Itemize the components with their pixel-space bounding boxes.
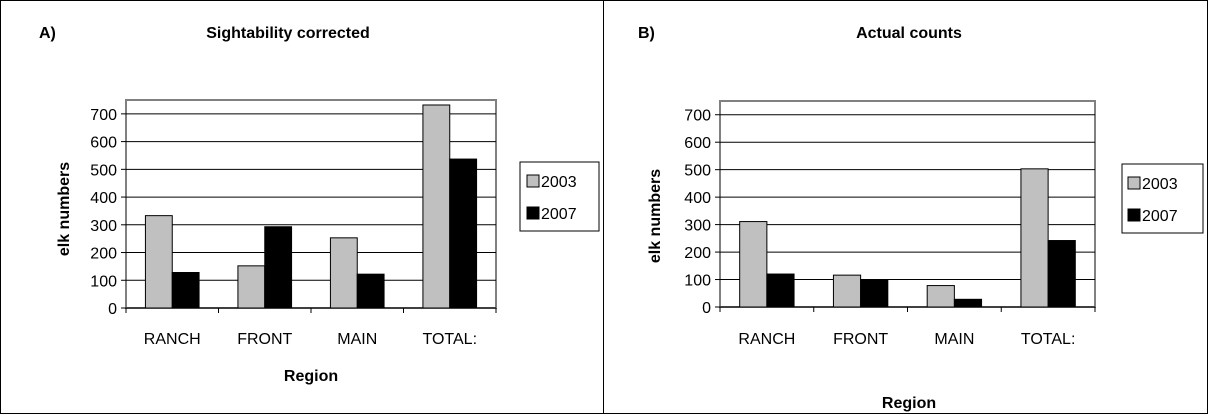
x-axis-title-b: Region (882, 395, 936, 412)
y-tick-label-a: 700 (90, 107, 117, 124)
y-axis-title-a: elk numbers (56, 162, 73, 256)
bar-2003-total-b (1020, 168, 1049, 308)
chart-a: A) Sightability corrected elk numbers Re… (39, 25, 600, 385)
bar-2003-total-a (422, 104, 451, 309)
y-tick-label-b: 700 (684, 108, 711, 125)
legend-label-2007-b: 2007 (1142, 208, 1178, 225)
bar-2007-total-b (1047, 240, 1076, 308)
y-tick-label-b: 500 (684, 163, 711, 180)
bar-2003-front-b (832, 274, 862, 308)
panel-letter-b: B) (638, 25, 655, 42)
plot-area-b: 0 100 200 300 400 500 600 700 RANCH FRONT MAIN TOTA… (684, 100, 1096, 348)
legend-swatch-2007-a (526, 206, 540, 220)
chart-title-a: Sightability corrected (206, 25, 370, 42)
x-category-label-a: MAIN (337, 331, 377, 348)
bar-2003-main-b (926, 285, 955, 308)
y-tick-label-b: 400 (684, 190, 711, 207)
x-axis-title-a: Region (284, 368, 338, 385)
bar-2003-front-a (237, 265, 266, 309)
bar-2003-ranch-a (144, 215, 173, 309)
bar-2007-ranch-b (766, 273, 795, 308)
y-tick-label-a: 200 (90, 246, 117, 263)
legend-label-2003-b: 2003 (1142, 176, 1178, 193)
y-tick-label-b: 200 (684, 245, 711, 262)
legend-b: 2003 2007 (1121, 163, 1204, 234)
legend-label-2007-a: 2007 (541, 206, 577, 223)
legend-a: 2003 2007 (519, 161, 600, 232)
bar-2003-main-a (329, 237, 358, 309)
y-tick-label-a: 0 (108, 301, 117, 318)
x-category-label-a: RANCH (144, 331, 201, 348)
y-tick-label-b: 100 (684, 273, 711, 290)
x-category-label-b: MAIN (934, 331, 974, 348)
y-tick-label-b: 600 (684, 135, 711, 152)
panel-b: B) Actual counts elk numbers Region 0 100… (603, 0, 1208, 414)
panel-a: A) Sightability corrected elk numbers Re… (0, 0, 604, 414)
legend-swatch-2007-b (1127, 208, 1141, 222)
bar-2007-total-a (449, 158, 478, 309)
chart-title-b: Actual counts (856, 25, 962, 42)
y-axis-title-b: elk numbers (647, 169, 664, 263)
x-category-label-b: TOTAL: (1021, 331, 1076, 348)
y-tick-label-b: 0 (702, 300, 711, 317)
legend-swatch-2003-a (526, 174, 540, 188)
x-category-label-a: FRONT (237, 331, 292, 348)
bar-2007-front-a (264, 226, 293, 309)
bar-2007-main-a (356, 273, 385, 309)
y-tick-label-a: 400 (90, 190, 117, 207)
legend-swatch-2003-b (1127, 176, 1141, 190)
chart-b: B) Actual counts elk numbers Region 0 100… (638, 25, 1204, 412)
legend-label-2003-a: 2003 (541, 174, 577, 191)
bar-2007-ranch-a (171, 272, 200, 309)
x-category-label-b: RANCH (738, 331, 795, 348)
y-tick-label-b: 300 (684, 218, 711, 235)
x-category-label-b: FRONT (833, 331, 888, 348)
y-tick-label-a: 100 (90, 273, 117, 290)
bar-2003-ranch-b (739, 221, 768, 308)
bar-2007-main-b (953, 298, 983, 308)
bar-2007-front-b (860, 279, 889, 308)
y-tick-label-a: 600 (90, 135, 117, 152)
x-category-label-a: TOTAL: (422, 331, 477, 348)
y-tick-label-a: 500 (90, 162, 117, 179)
y-tick-label-a: 300 (90, 218, 117, 235)
plot-area-a: 0 100 200 300 400 500 600 700 RANCH FRONT MAIN TOTA… (90, 99, 497, 348)
panel-letter-a: A) (39, 25, 56, 42)
